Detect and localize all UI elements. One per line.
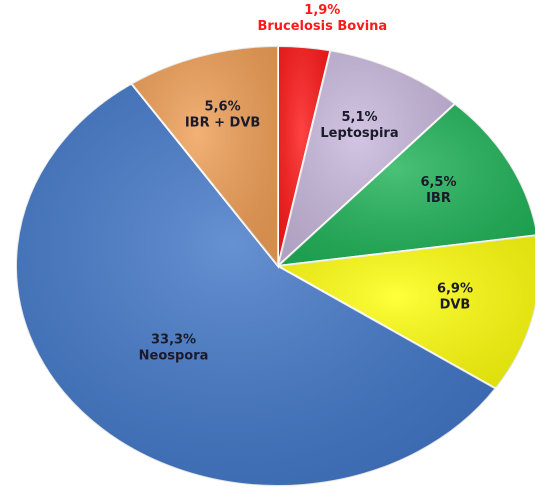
data-label: 6,9% DVB	[437, 281, 473, 312]
category-label: Neospora	[139, 349, 209, 364]
data-label: 6,5% IBR	[420, 175, 456, 206]
data-label: 1,9% Brucelosis Bovina	[257, 3, 387, 34]
value-label: 6,9%	[437, 281, 473, 296]
data-label: 5,1% Leptospira	[320, 110, 398, 141]
pie	[15, 44, 535, 487]
value-label: 5,1%	[341, 110, 377, 125]
value-label: 33,3%	[151, 333, 196, 348]
category-label: IBR	[426, 191, 451, 206]
value-label: 1,9%	[304, 3, 340, 18]
category-label: Leptospira	[320, 126, 398, 141]
value-label: 5,6%	[205, 100, 241, 115]
category-label: IBR + DVB	[185, 116, 260, 131]
category-label: DVB	[440, 297, 471, 312]
value-label: 6,5%	[420, 175, 456, 190]
data-label: 5,6% IBR + DVB	[185, 100, 260, 131]
data-label: 33,3% Neospora	[139, 333, 209, 364]
category-label: Brucelosis Bovina	[257, 19, 387, 34]
